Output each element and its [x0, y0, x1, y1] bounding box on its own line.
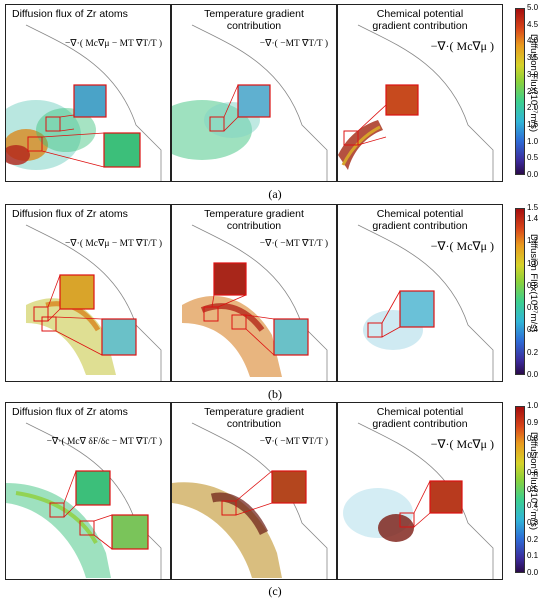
equation: −∇·( −MT ∇T/T ) — [259, 39, 328, 49]
colorbar-label: Diffusion Flux(10⁻⁷m/s) — [528, 234, 539, 333]
tick-label: 0.3 — [527, 517, 539, 527]
row-b: Diffusion flux of Zr atoms −∇·( Mc∇μ − M… — [5, 204, 545, 382]
equation: −∇·( Mc∇μ − MT ∇T/T ) — [64, 239, 162, 249]
panel-title: Temperature gradient contribution — [176, 208, 332, 232]
tick-label: 3.0 — [527, 69, 539, 79]
tick-label: 0.8 — [527, 280, 539, 290]
caption-a: (a) — [268, 187, 282, 201]
panel-b-temp: Temperature gradient contribution −∇·( −M… — [171, 204, 337, 382]
tick-label: 1.4 — [527, 214, 539, 224]
tick-label: 1.5 — [527, 119, 539, 129]
flux-field-a3 — [338, 24, 494, 181]
tick-label: 1.0 — [527, 258, 539, 268]
flux-field-a2 — [172, 24, 328, 181]
equation: −∇·( Mc∇ δF/δc − MT ∇T/T ) — [46, 437, 162, 447]
tick-label: 2.5 — [527, 86, 539, 96]
panel-b-flux: Diffusion flux of Zr atoms −∇·( Mc∇μ − M… — [5, 204, 171, 382]
colorbar-ticks: 1.5 1.4 1.2 1.0 0.8 0.6 0.4 0.2 0.0 — [527, 204, 550, 379]
colorbar — [515, 8, 525, 175]
tick-label: 1.2 — [527, 236, 539, 246]
equation: −∇·( Mc∇μ ) — [430, 437, 494, 451]
panel-c-chem: Chemical potential gradient contribution … — [337, 402, 503, 580]
flux-field-c3 — [343, 422, 494, 579]
title-line-2: gradient contribution — [372, 220, 468, 232]
title-line-1: Temperature gradient — [204, 8, 304, 20]
panel-a-chem: Chemical potential gradient contribution … — [337, 4, 503, 182]
equation: −∇·( −MT ∇T/T ) — [259, 239, 328, 249]
tick-label: 0.8 — [527, 434, 539, 444]
tick-label: 3.5 — [527, 53, 539, 63]
flux-field-b1 — [25, 224, 162, 381]
equation: −∇·( Mc∇μ − MT ∇T/T ) — [64, 39, 162, 49]
caption-c: (c) — [268, 584, 282, 598]
tick-label: 0.0 — [527, 568, 539, 577]
panel-c-flux: Diffusion flux of Zr atoms −∇·( Mc∇ δF/δ… — [5, 402, 171, 580]
title-line-2: gradient contribution — [372, 20, 468, 32]
equation: −∇·( Mc∇μ ) — [430, 239, 494, 253]
tick-label: 4.5 — [527, 19, 539, 29]
equation: −∇·( −MT ∇T/T ) — [259, 437, 328, 447]
row-c: Diffusion flux of Zr atoms −∇·( Mc∇ δF/δ… — [5, 402, 545, 580]
flux-field-c1 — [6, 422, 162, 579]
title-line-1: Temperature gradient — [204, 208, 304, 220]
tick-label: 1.0 — [527, 136, 539, 146]
tick-label: 0.7 — [527, 451, 539, 461]
panel-title: Diffusion flux of Zr atoms — [12, 406, 128, 418]
panel-title: Temperature gradient contribution — [176, 406, 332, 430]
tick-label: 0.1 — [527, 551, 539, 561]
panel-title: Diffusion flux of Zr atoms — [12, 8, 128, 20]
panel-title: Temperature gradient contribution — [176, 8, 332, 32]
title-line-1: Chemical potential — [376, 406, 464, 418]
tick-label: 0.4 — [527, 501, 539, 511]
title-line-2: contribution — [226, 418, 282, 430]
panel-title: Chemical potential gradient contribution — [342, 8, 498, 32]
title-line-2: contribution — [226, 220, 282, 232]
tick-label: 2.0 — [527, 103, 539, 113]
tick-label: 0.0 — [527, 170, 539, 179]
colorbar-label: Diffusion Flux(10⁻⁷m/s) — [528, 432, 539, 531]
panel-title: Chemical potential gradient contribution — [342, 208, 498, 232]
equation: −∇·( Mc∇μ ) — [430, 39, 494, 53]
title-line-1: Chemical potential — [376, 208, 464, 220]
panel-a-flux: Diffusion flux of Zr atoms −∇·( Mc∇μ − M… — [5, 4, 171, 182]
colorbar — [515, 208, 525, 375]
tick-label: 0.0 — [527, 370, 539, 379]
panel-title: Diffusion flux of Zr atoms — [12, 208, 128, 220]
row-a: Diffusion flux of Zr atoms −∇·( Mc∇μ − M… — [5, 4, 545, 182]
flux-field-c2 — [172, 422, 328, 579]
tick-label: 0.5 — [527, 153, 539, 163]
tick-label: 1.5 — [527, 203, 539, 212]
tick-label: 0.9 — [527, 417, 539, 427]
tick-label: 1.0 — [527, 401, 539, 410]
colorbar — [515, 406, 525, 573]
tick-label: 0.6 — [527, 467, 539, 477]
colorbar-label: Diffusion Flux(10⁻⁷m/s) — [528, 34, 539, 133]
flux-field-a1 — [6, 24, 162, 181]
tick-label: 0.2 — [527, 347, 539, 357]
tick-label: 0.4 — [527, 325, 539, 335]
caption-b: (b) — [268, 387, 282, 401]
panel-title: Chemical potential gradient contribution — [342, 406, 498, 430]
title-line-1: Chemical potential — [376, 8, 464, 20]
colorbar-ticks: 5.0 4.5 4.0 3.5 3.0 2.5 2.0 1.5 1.0 0.5 … — [527, 4, 550, 179]
title-line-2: gradient contribution — [372, 418, 468, 430]
panel-c-temp: Temperature gradient contribution −∇·( −M… — [171, 402, 337, 580]
tick-label: 0.6 — [527, 303, 539, 313]
title-line-2: contribution — [226, 20, 282, 32]
colorbar-ticks: 1.0 0.9 0.8 0.7 0.6 0.5 0.4 0.3 0.2 0.1 … — [527, 402, 550, 577]
title-line-1: Temperature gradient — [204, 406, 304, 418]
tick-label: 4.0 — [527, 36, 539, 46]
tick-label: 5.0 — [527, 3, 539, 12]
tick-label: 0.5 — [527, 484, 539, 494]
panel-a-temp: Temperature gradient contribution −∇·( −M… — [171, 4, 337, 182]
flux-field-b3 — [357, 224, 494, 381]
panel-b-chem: Chemical potential gradient contribution … — [337, 204, 503, 382]
tick-label: 0.2 — [527, 534, 539, 544]
flux-field-b2 — [182, 224, 328, 381]
